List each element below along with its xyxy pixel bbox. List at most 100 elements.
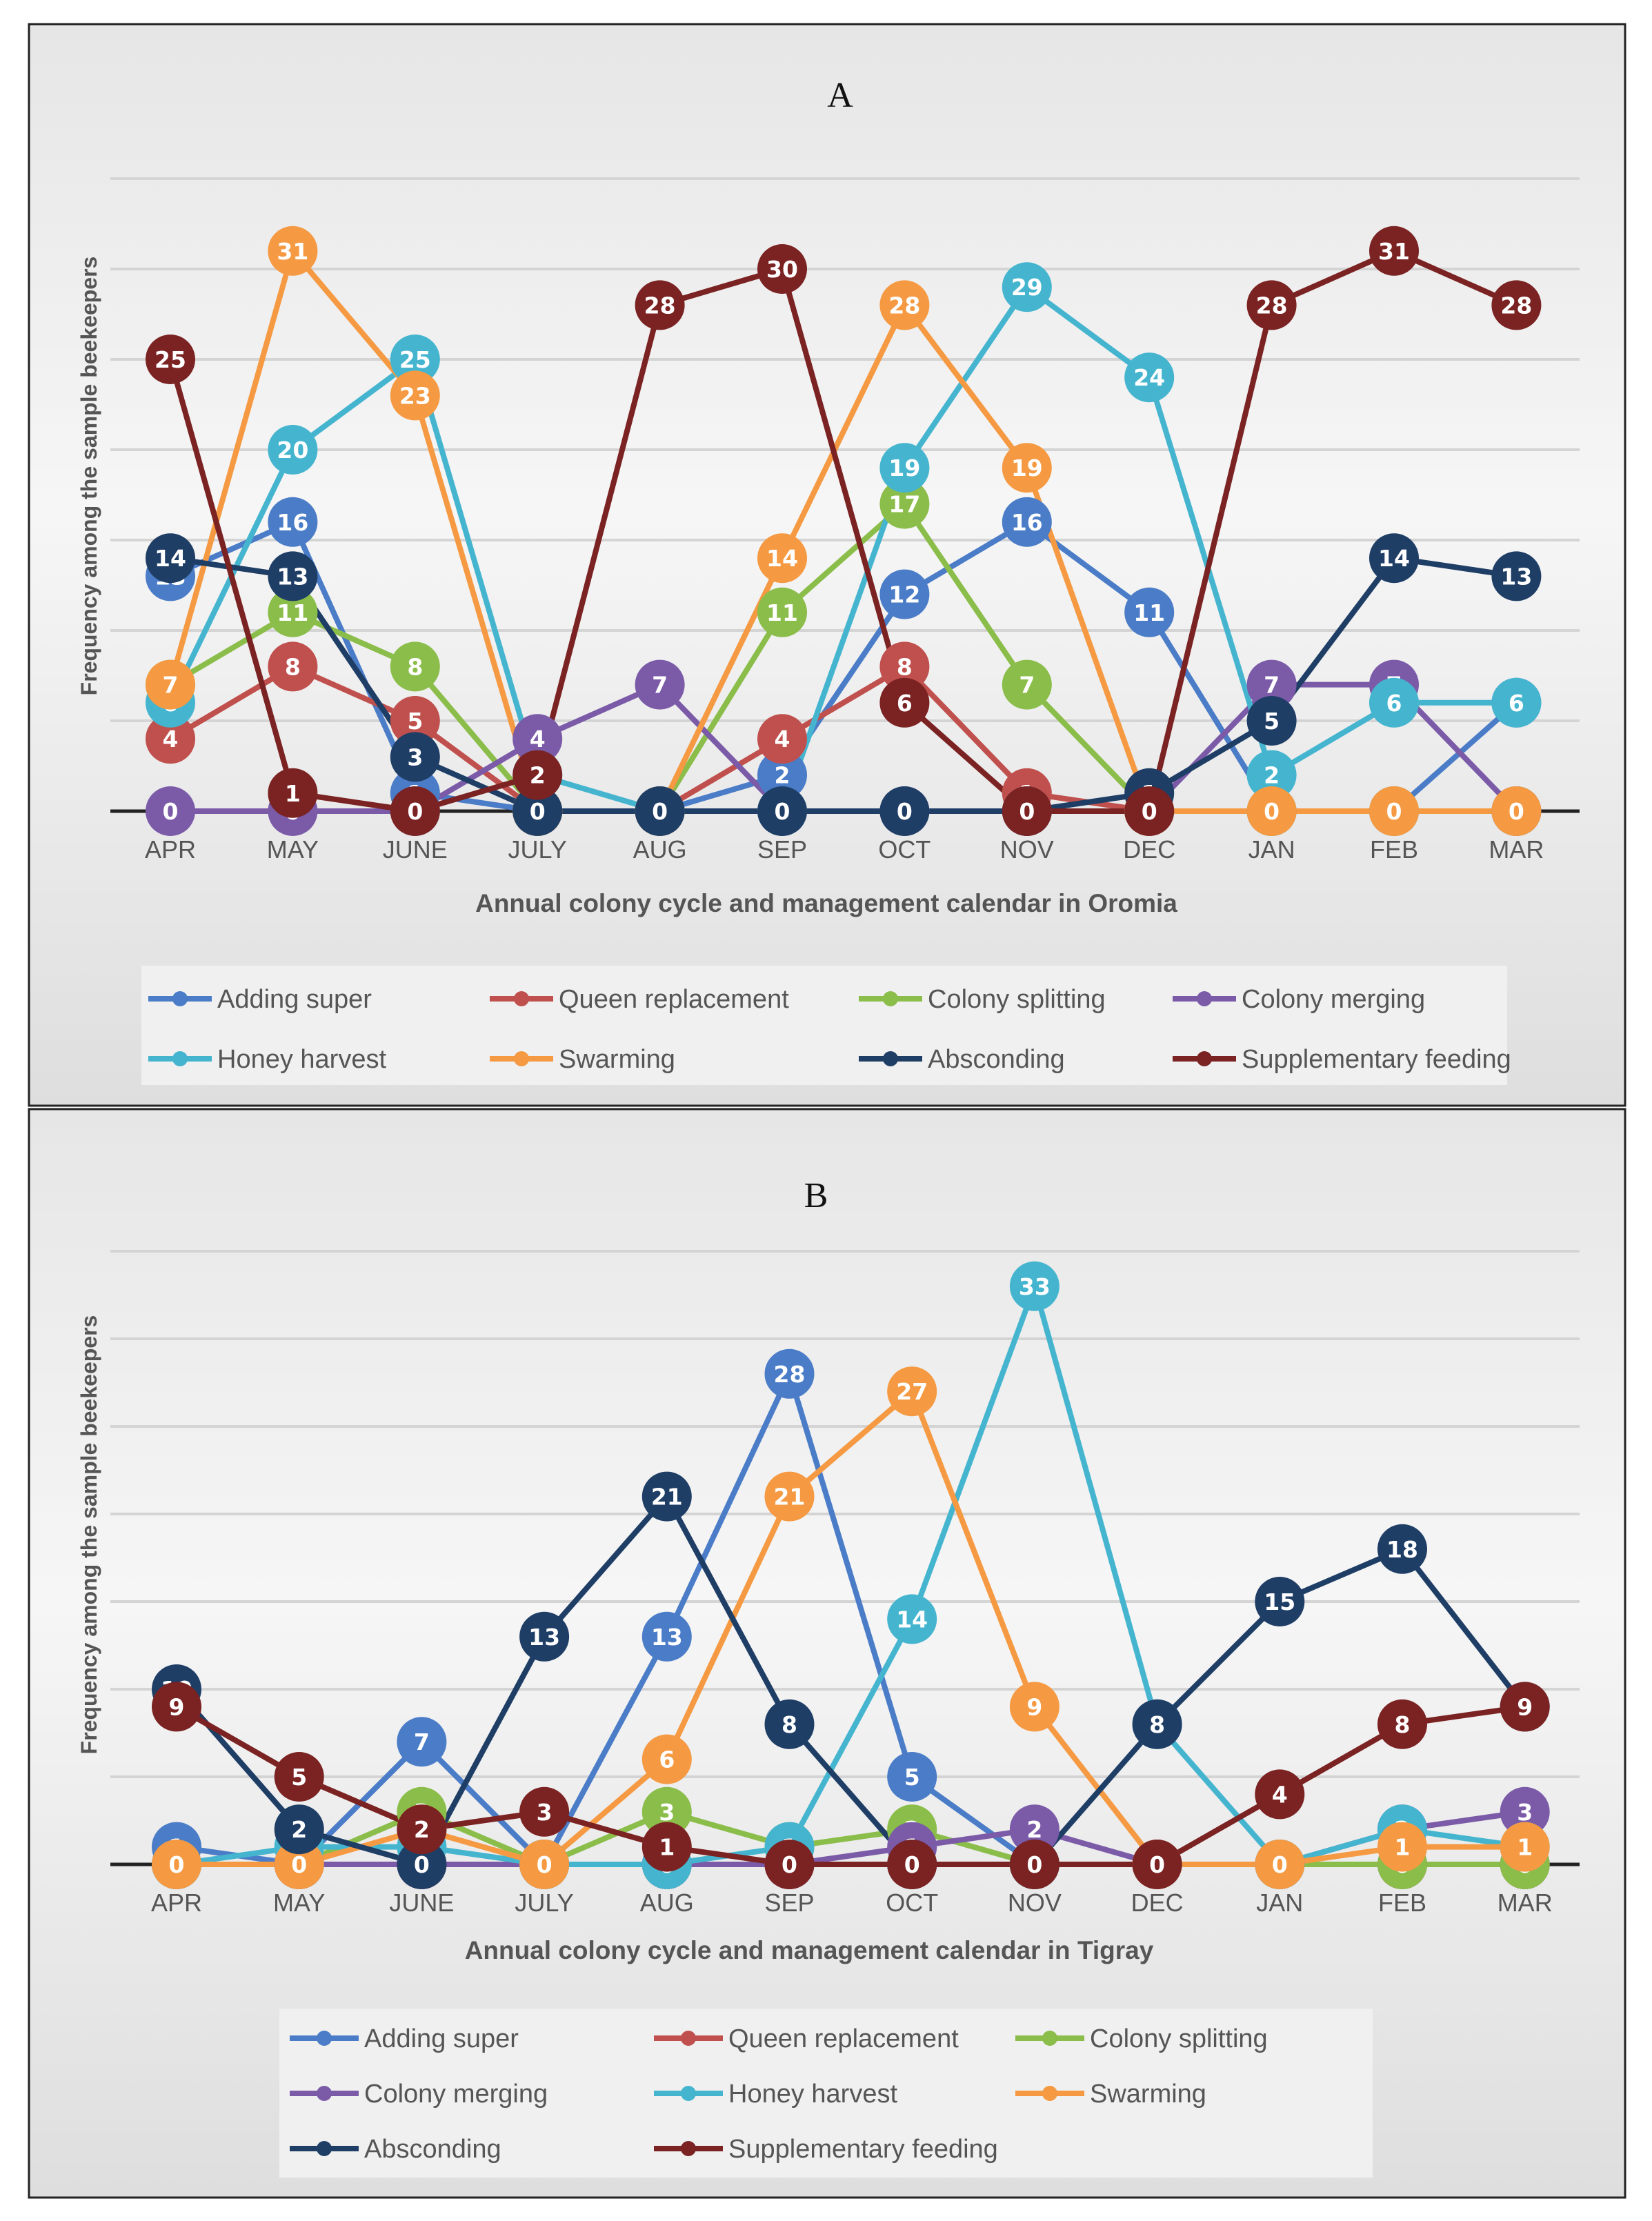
panel-b-point-supplementary-feeding-oct: 0	[887, 1840, 937, 1889]
panel-a-x-tick-aug: AUG	[633, 835, 687, 864]
panel-a-marker-honey-harvest-8	[1124, 352, 1175, 403]
panel-b-x-tick-may: MAY	[273, 1889, 325, 1917]
panel-a-marker-colony-merging-4	[635, 659, 685, 710]
panel-a-point-colony-merging-apr: 0	[146, 786, 195, 836]
panel-a-point-adding-super-sep: 2	[757, 750, 807, 800]
panel-a-point-honey-harvest-feb: 6	[1369, 677, 1419, 728]
panel-b-legend-label-adding-super: Adding super	[364, 2024, 519, 2053]
panel-a-data-label-queen-replacement-0: 4	[163, 726, 179, 753]
panel-b-data-label-supplementary-feeding-3: 3	[537, 1799, 553, 1826]
panel-a-marker-adding-super-1	[268, 497, 318, 547]
panel-b-legend-swatch-marker-swarming	[1042, 2086, 1057, 2101]
panel-a-legend-box	[141, 966, 1507, 1085]
panel-b-marker-honey-harvest-7	[1009, 1261, 1059, 1311]
panel-a-point-colony-splitting-sep: 11	[757, 587, 807, 637]
panel-a-marker-absconding-1	[268, 551, 318, 601]
panel-a-x-axis-title: Annual colony cycle and management calen…	[475, 889, 1177, 917]
panel-b-legend-label-honey-harvest: Honey harvest	[728, 2080, 897, 2109]
panel-b-marker-swarming-11	[1500, 1822, 1550, 1872]
panel-a-marker-honey-harvest-11	[1491, 677, 1542, 728]
panel-a-data-label-adding-super-6: 12	[888, 581, 920, 608]
panel-a-point-absconding-feb: 14	[1369, 533, 1419, 584]
panel-a-legend-item-queen-replacement: Queen replacement	[490, 985, 789, 1014]
panel-a-point-colony-merging-jan: 7	[1246, 659, 1297, 710]
panel-a-point-absconding-may: 13	[268, 551, 318, 601]
panel-a-point-queen-replacement-sep: 4	[757, 714, 807, 764]
panel-b-data-label-adding-super-4: 13	[651, 1624, 683, 1651]
panel-a-marker-adding-super-7	[1002, 497, 1052, 547]
panel-a-data-label-swarming-6: 28	[888, 292, 920, 319]
panel-b-data-label-adding-super-6: 5	[904, 1764, 920, 1791]
panel-b-x-axis-title: Annual colony cycle and management calen…	[465, 1936, 1154, 1964]
panel-b-marker-swarming-1	[274, 1840, 324, 1889]
panel-a-legend: Adding super Queen replacement Colony spli…	[148, 985, 1511, 1074]
panel-b-point-supplementary-feeding-may: 5	[274, 1752, 324, 1802]
panel-b-marker-swarming-7	[1009, 1682, 1059, 1732]
panel-a-point-absconding-apr: 14	[146, 533, 195, 584]
panel-b-point-supplementary-feeding-mar: 9	[1500, 1682, 1550, 1732]
panel-b-data-label-supplementary-feeding-7: 0	[1026, 1851, 1042, 1878]
panel-a-marker-swarming-2	[390, 370, 440, 421]
panel-a-marker-absconding-3	[512, 786, 563, 836]
panel-a-marker-queen-replacement-1	[268, 641, 318, 692]
panel-a-data-label-swarming-10: 0	[1386, 798, 1402, 825]
panel-a-data-label-supplementary-feeding-11: 28	[1500, 292, 1532, 319]
panel-a-data-label-swarming-11: 0	[1509, 798, 1524, 825]
panel-b-data-label-swarming-0: 0	[169, 1851, 185, 1878]
panel-b-legend-swatch-marker-colony-splitting	[1042, 2031, 1057, 2046]
panel-a-data-label-honey-harvest-1: 20	[277, 437, 308, 464]
panel-b-marker-adding-super-4	[641, 1611, 692, 1662]
panel-a-marker-adding-super-6	[879, 569, 930, 619]
panel-a-point-swarming-sep: 14	[757, 533, 807, 584]
panel-a-point-honey-harvest-june: 25	[390, 335, 440, 384]
panel-a-x-tick-sep: SEP	[757, 835, 807, 864]
panel-a-legend-item-colony-splitting: Colony splitting	[859, 985, 1106, 1014]
panel-a-data-label-queen-replacement-5: 4	[775, 726, 790, 753]
chart-panel-b: B 10701328500000000000000000003031200000…	[28, 1108, 1626, 2199]
panel-a-marker-absconding-5	[757, 786, 807, 836]
panel-a-point-absconding-oct: 0	[879, 786, 930, 836]
panel-b-x-tick-nov: NOV	[1008, 1889, 1062, 1917]
panel-b-point-adding-super-aug: 13	[641, 1611, 692, 1662]
panel-b-point-supplementary-feeding-jan: 4	[1255, 1769, 1305, 1820]
panel-a-marker-supplementary-feeding-10	[1369, 226, 1419, 276]
panel-b-marker-adding-super-2	[397, 1717, 447, 1767]
panel-a-data-label-supplementary-feeding-5: 30	[766, 256, 798, 283]
panel-a-data-label-absconding-3: 0	[530, 798, 546, 825]
panel-a-data-label-queen-replacement-2: 5	[407, 708, 423, 735]
panel-b-data-label-colony-merging-7: 2	[1026, 1816, 1042, 1843]
panel-a-marker-colony-merging-9	[1246, 659, 1297, 710]
panel-a-data-label-supplementary-feeding-6: 6	[897, 690, 913, 717]
panel-a-marker-supplementary-feeding-1	[268, 768, 318, 818]
panel-a-point-honey-harvest-may: 20	[268, 425, 318, 475]
panel-a-point-absconding-june: 3	[390, 732, 440, 782]
panel-a-data-label-honey-harvest-9: 2	[1264, 762, 1280, 789]
panel-a-data-label-colony-splitting-2: 8	[407, 653, 423, 680]
panel-a-legend-swatch-marker-swarming	[514, 1051, 529, 1066]
panel-a-x-tick-apr: APR	[145, 835, 196, 864]
panel-b-data-label-absconding-2: 0	[414, 1851, 430, 1878]
panel-a-data-label-absconding-1: 13	[277, 563, 308, 590]
panel-b-legend-item-absconding: Absconding	[290, 2135, 501, 2164]
panel-b-legend-item-honey-harvest: Honey harvest	[654, 2080, 897, 2109]
panel-b-marker-supplementary-feeding-1	[274, 1752, 324, 1802]
panel-b-point-colony-merging-nov: 2	[1009, 1804, 1059, 1855]
panel-b-point-colony-splitting-aug: 3	[641, 1786, 692, 1837]
panel-b-point-supplementary-feeding-june: 2	[397, 1804, 447, 1855]
panel-b-point-supplementary-feeding-dec: 0	[1132, 1840, 1182, 1889]
panel-a-data-label-supplementary-feeding-3: 2	[530, 762, 546, 789]
panel-b-marker-swarming-9	[1255, 1840, 1305, 1889]
panel-a-point-absconding-mar: 13	[1491, 551, 1542, 601]
panel-a-data-label-absconding-9: 5	[1264, 708, 1280, 735]
panel-b-point-swarming-aug: 6	[641, 1734, 692, 1784]
panel-a-data-label-queen-replacement-1: 8	[285, 653, 301, 680]
panel-b-legend-swatch-marker-queen-replacement	[681, 2031, 696, 2046]
panel-a-x-tick-jan: JAN	[1248, 835, 1295, 864]
panel-a-point-adding-super-nov: 16	[1002, 497, 1052, 547]
panel-a-data-label-supplementary-feeding-2: 0	[407, 798, 423, 825]
panel-b-x-tick-oct: OCT	[886, 1889, 938, 1917]
panel-b-marker-colony-splitting-4	[641, 1786, 692, 1837]
panel-b-marker-supplementary-feeding-9	[1255, 1769, 1305, 1820]
panel-a-x-tick-dec: DEC	[1123, 835, 1175, 864]
panel-b-data-label-swarming-3: 0	[537, 1851, 553, 1878]
